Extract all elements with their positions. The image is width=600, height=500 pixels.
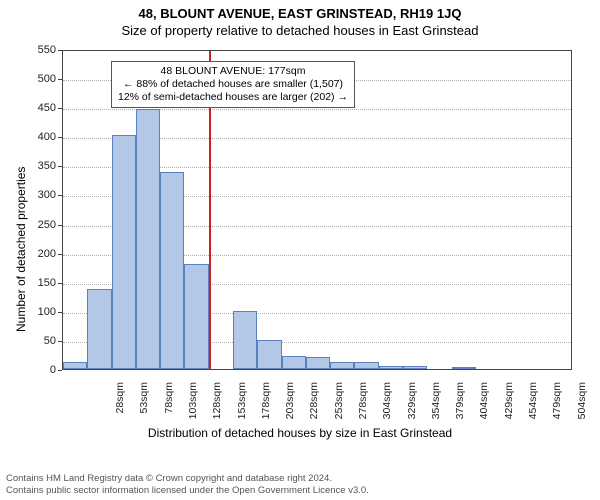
y-tick-mark bbox=[58, 254, 62, 255]
histogram-bar bbox=[160, 172, 184, 369]
plot-area: 48 BLOUNT AVENUE: 177sqm ← 88% of detach… bbox=[62, 50, 572, 370]
histogram-bar bbox=[403, 366, 427, 369]
y-tick-label: 450 bbox=[0, 102, 56, 114]
annotation-box: 48 BLOUNT AVENUE: 177sqm ← 88% of detach… bbox=[111, 61, 355, 108]
y-tick-label: 350 bbox=[0, 160, 56, 172]
histogram-bar bbox=[452, 367, 476, 369]
x-tick-label: 153sqm bbox=[236, 382, 248, 432]
y-tick-label: 100 bbox=[0, 306, 56, 318]
x-tick-label: 253sqm bbox=[333, 382, 345, 432]
annotation-line: ← 88% of detached houses are smaller (1,… bbox=[118, 78, 348, 91]
y-tick-mark bbox=[58, 137, 62, 138]
y-tick-label: 0 bbox=[0, 364, 56, 376]
y-tick-mark bbox=[58, 195, 62, 196]
x-tick-label: 504sqm bbox=[576, 382, 588, 432]
histogram-bar bbox=[63, 362, 87, 369]
x-tick-label: 203sqm bbox=[284, 382, 296, 432]
y-tick-mark bbox=[58, 312, 62, 313]
y-tick-label: 400 bbox=[0, 131, 56, 143]
x-tick-label: 304sqm bbox=[381, 382, 393, 432]
y-tick-mark bbox=[58, 108, 62, 109]
y-tick-mark bbox=[58, 283, 62, 284]
y-tick-label: 150 bbox=[0, 277, 56, 289]
histogram-bar bbox=[136, 109, 160, 369]
histogram-bar bbox=[233, 311, 257, 369]
histogram-bar bbox=[112, 135, 136, 369]
page-title: 48, BLOUNT AVENUE, EAST GRINSTEAD, RH19 … bbox=[0, 0, 600, 21]
x-tick-label: 329sqm bbox=[406, 382, 418, 432]
x-tick-label: 479sqm bbox=[551, 382, 563, 432]
histogram-bar bbox=[354, 362, 378, 369]
histogram-bar bbox=[306, 357, 330, 369]
y-tick-mark bbox=[58, 50, 62, 51]
x-tick-label: 278sqm bbox=[357, 382, 369, 432]
x-tick-label: 228sqm bbox=[308, 382, 320, 432]
y-tick-mark bbox=[58, 225, 62, 226]
histogram-bar bbox=[330, 362, 354, 369]
y-tick-label: 300 bbox=[0, 189, 56, 201]
y-tick-label: 250 bbox=[0, 219, 56, 231]
histogram-bar bbox=[257, 340, 281, 369]
footer-attribution: Contains HM Land Registry data © Crown c… bbox=[6, 473, 594, 496]
y-tick-label: 200 bbox=[0, 248, 56, 260]
histogram-bar bbox=[87, 289, 111, 369]
x-tick-label: 379sqm bbox=[454, 382, 466, 432]
x-tick-label: 354sqm bbox=[430, 382, 442, 432]
x-tick-label: 404sqm bbox=[478, 382, 490, 432]
y-tick-label: 50 bbox=[0, 335, 56, 347]
y-tick-mark bbox=[58, 79, 62, 80]
footer-line: Contains HM Land Registry data © Crown c… bbox=[6, 473, 594, 484]
y-tick-label: 500 bbox=[0, 73, 56, 85]
histogram-bar bbox=[379, 366, 403, 369]
y-tick-mark bbox=[58, 341, 62, 342]
x-tick-label: 103sqm bbox=[187, 382, 199, 432]
histogram-chart: Number of detached properties 48 BLOUNT … bbox=[0, 42, 600, 442]
x-tick-label: 429sqm bbox=[503, 382, 515, 432]
page-subtitle: Size of property relative to detached ho… bbox=[0, 21, 600, 42]
y-tick-label: 550 bbox=[0, 44, 56, 56]
footer-line: Contains public sector information licen… bbox=[6, 485, 594, 496]
annotation-line: 48 BLOUNT AVENUE: 177sqm bbox=[118, 65, 348, 78]
histogram-bar bbox=[282, 356, 306, 369]
x-tick-label: 454sqm bbox=[527, 382, 539, 432]
x-tick-label: 178sqm bbox=[260, 382, 272, 432]
y-tick-mark bbox=[58, 370, 62, 371]
x-tick-label: 78sqm bbox=[163, 382, 175, 432]
histogram-bar bbox=[184, 264, 208, 369]
x-tick-label: 128sqm bbox=[211, 382, 223, 432]
x-tick-label: 28sqm bbox=[114, 382, 126, 432]
x-tick-label: 53sqm bbox=[138, 382, 150, 432]
y-tick-mark bbox=[58, 166, 62, 167]
annotation-line: 12% of semi-detached houses are larger (… bbox=[118, 91, 348, 104]
